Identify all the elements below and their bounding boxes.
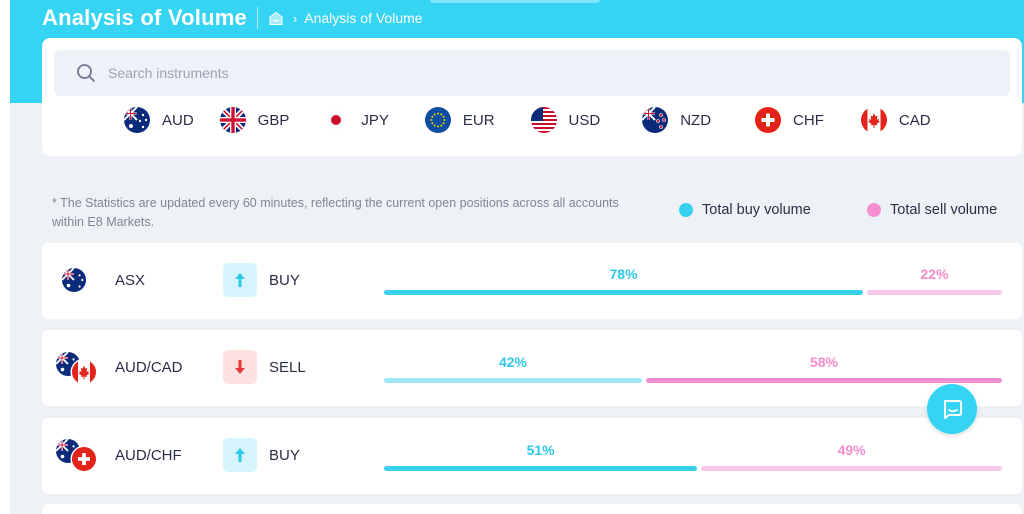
instrument-symbol: ASX <box>115 272 146 289</box>
sell-direction-badge <box>223 350 257 384</box>
currency-label: AUD <box>162 111 194 129</box>
legend-buy: Total buy volume <box>679 202 811 218</box>
next-row-card <box>42 504 1022 514</box>
currency-filter-jpy[interactable]: JPY <box>323 107 389 133</box>
statistics-note: * The Statistics are updated every 60 mi… <box>52 196 619 229</box>
header-tab-indicator <box>430 0 600 3</box>
search-box[interactable] <box>54 50 1010 96</box>
canada-flag-icon <box>72 360 96 384</box>
buy-volume-segment <box>384 466 698 471</box>
currency-label: NZD <box>680 111 712 129</box>
buy-percentage: 51% <box>526 442 555 458</box>
australia-flag-icon <box>62 268 86 292</box>
sell-volume-segment <box>701 466 1002 471</box>
page-title: Analysis of Volume <box>42 5 247 30</box>
buy-direction-badge <box>223 438 257 472</box>
currency-filter-gbp[interactable]: GBP <box>219 107 290 133</box>
pair-flags <box>56 352 96 384</box>
currency-filter-aud[interactable]: AUD <box>124 107 194 133</box>
breadcrumb-current: Analysis of Volume <box>304 10 423 26</box>
buy-volume-segment <box>384 378 642 383</box>
buy-percentage: 78% <box>609 266 638 282</box>
volume-bar: 42% 58% <box>384 354 1002 394</box>
switzerland-flag-icon <box>755 107 782 133</box>
legend-sell: Total sell volume <box>867 202 997 218</box>
page-header: Analysis of Volume › Analysis of Volume <box>42 0 423 36</box>
search-card: AUD GBP <box>42 38 1022 156</box>
instrument-symbol: AUD/CHF <box>115 447 182 464</box>
uk-flag-icon <box>219 107 246 133</box>
sell-volume-segment <box>866 290 1002 295</box>
instrument-row-audcad[interactable]: AUD/CAD SELL 42% 58% <box>42 330 1022 406</box>
pair-flags <box>56 439 96 471</box>
instrument-symbol: AUD/CAD <box>115 359 183 376</box>
new-zealand-flag-icon <box>642 107 669 133</box>
buy-direction-badge <box>223 263 257 297</box>
breadcrumb-separator: › <box>292 10 298 26</box>
currency-filter-cad[interactable]: CAD <box>860 107 931 133</box>
volume-bar: 78% 22% <box>384 266 1002 306</box>
search-input[interactable] <box>108 65 908 81</box>
arrow-up-icon <box>235 273 245 287</box>
legend-buy-label: Total buy volume <box>702 202 811 218</box>
header-divider <box>256 7 258 29</box>
australia-flag-icon <box>124 107 150 133</box>
home-icon[interactable] <box>268 11 284 25</box>
buy-percentage: 42% <box>498 354 527 370</box>
sell-percentage: 49% <box>837 442 866 458</box>
currency-label: GBP <box>257 111 290 129</box>
chat-icon <box>944 400 962 419</box>
eu-flag-icon <box>424 107 451 133</box>
sell-percentage: 22% <box>920 266 949 282</box>
currency-label: CAD <box>898 111 931 129</box>
arrow-up-icon <box>235 448 245 462</box>
buy-legend-dot <box>679 203 693 217</box>
currency-filter-nzd[interactable]: NZD <box>642 107 711 133</box>
direction-label: BUY <box>269 272 300 289</box>
chat-button[interactable] <box>927 384 977 434</box>
currency-filter-row: AUD GBP <box>124 107 931 133</box>
usa-flag-icon <box>530 107 557 133</box>
left-strip <box>0 0 10 514</box>
currency-filter-eur[interactable]: EUR <box>424 107 495 133</box>
currency-label: CHF <box>793 111 824 129</box>
canada-flag-icon <box>860 107 887 133</box>
sell-percentage: 58% <box>809 354 838 370</box>
currency-label: USD <box>568 111 601 129</box>
switzerland-flag-icon <box>72 447 96 471</box>
sell-volume-segment <box>645 378 1002 383</box>
currency-filter-usd[interactable]: USD <box>530 107 601 133</box>
instrument-row-asx[interactable]: ASX BUY 78% 22% <box>42 243 1022 319</box>
legend-sell-label: Total sell volume <box>890 202 998 218</box>
buy-volume-segment <box>384 290 863 295</box>
currency-filter-chf[interactable]: CHF <box>755 107 824 133</box>
sell-legend-dot <box>867 203 881 217</box>
currency-label: EUR <box>462 111 495 129</box>
currency-label: JPY <box>361 111 389 129</box>
volume-bar: 51% 49% <box>384 442 1002 482</box>
arrow-down-icon <box>235 360 245 374</box>
search-icon <box>77 64 95 82</box>
japan-flag-icon <box>323 107 350 133</box>
direction-label: SELL <box>269 359 306 376</box>
instrument-row-audchf[interactable]: AUD/CHF BUY 51% 49% <box>42 418 1022 494</box>
direction-label: BUY <box>269 447 300 464</box>
